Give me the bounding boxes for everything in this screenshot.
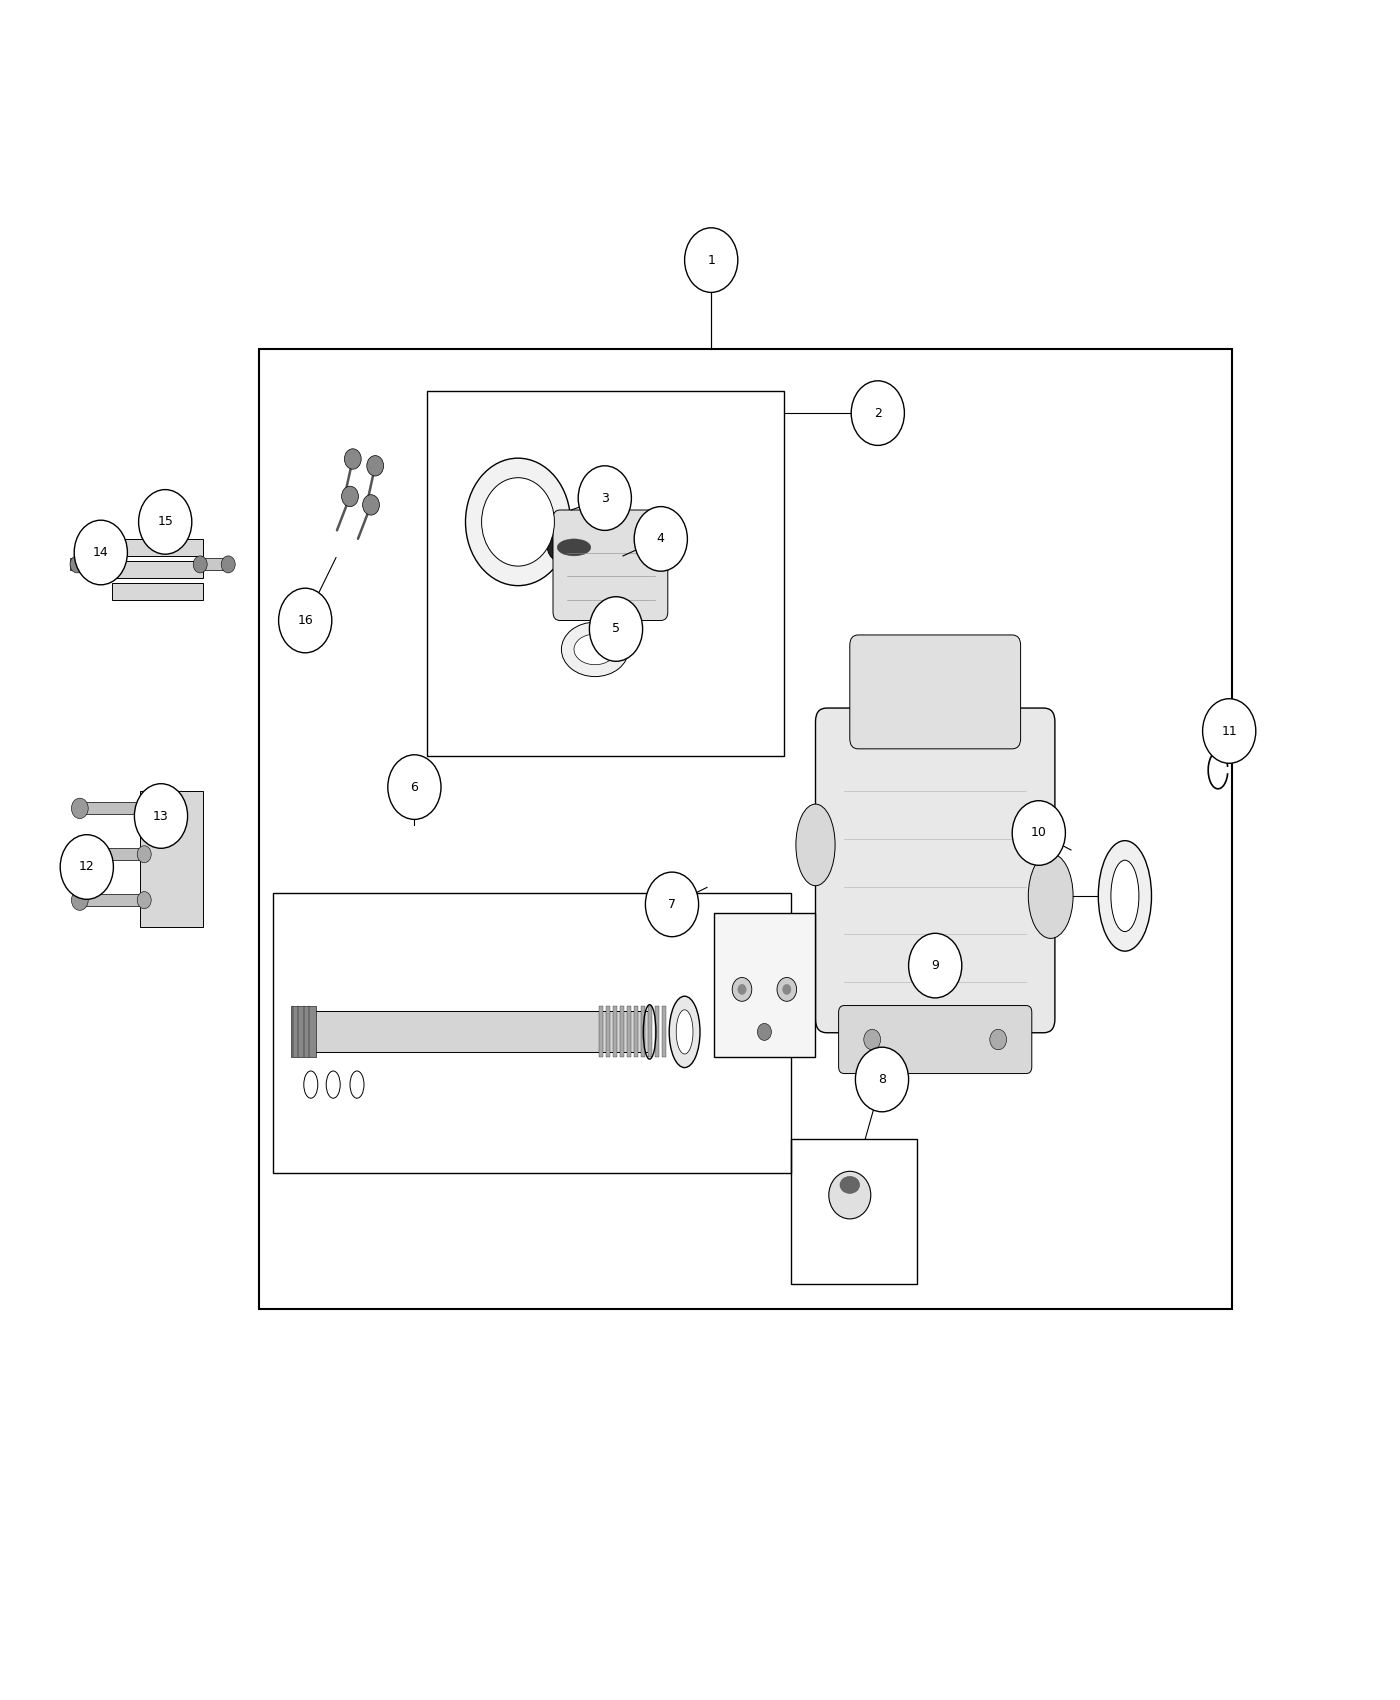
- Bar: [627, 1006, 631, 1057]
- Circle shape: [990, 1030, 1007, 1051]
- Text: 16: 16: [297, 614, 314, 627]
- Bar: [714, 913, 815, 1057]
- Text: 3: 3: [601, 491, 609, 505]
- Bar: [259, 348, 1232, 1309]
- Circle shape: [578, 466, 631, 530]
- Ellipse shape: [732, 977, 752, 1001]
- Circle shape: [1203, 699, 1256, 763]
- Circle shape: [71, 799, 88, 819]
- Circle shape: [70, 556, 84, 573]
- Bar: [112, 539, 203, 556]
- Text: 7: 7: [668, 898, 676, 911]
- Ellipse shape: [795, 804, 834, 886]
- Bar: [427, 391, 784, 756]
- Bar: [791, 1139, 917, 1284]
- Circle shape: [685, 228, 738, 292]
- Bar: [77, 894, 147, 906]
- Bar: [606, 1006, 610, 1057]
- Circle shape: [342, 486, 358, 507]
- Circle shape: [367, 456, 384, 476]
- Ellipse shape: [777, 977, 797, 1001]
- Bar: [641, 1006, 645, 1057]
- Circle shape: [137, 891, 151, 910]
- Text: 10: 10: [1030, 826, 1047, 840]
- Ellipse shape: [465, 459, 571, 586]
- Ellipse shape: [482, 478, 554, 566]
- FancyBboxPatch shape: [839, 1006, 1032, 1074]
- Bar: [648, 1006, 652, 1057]
- Circle shape: [71, 891, 88, 911]
- FancyBboxPatch shape: [553, 510, 668, 620]
- Circle shape: [363, 495, 379, 515]
- Bar: [662, 1006, 666, 1057]
- Bar: [294, 1012, 651, 1052]
- Circle shape: [279, 588, 332, 653]
- Bar: [77, 802, 147, 814]
- Text: 11: 11: [1221, 724, 1238, 738]
- Bar: [620, 1006, 624, 1057]
- Text: 1: 1: [707, 253, 715, 267]
- Circle shape: [634, 507, 687, 571]
- Circle shape: [134, 784, 188, 848]
- Bar: [197, 558, 232, 570]
- Text: 2: 2: [874, 406, 882, 420]
- Circle shape: [139, 490, 192, 554]
- Bar: [77, 848, 147, 860]
- Bar: [655, 1006, 659, 1057]
- Text: 8: 8: [878, 1073, 886, 1086]
- Text: 5: 5: [612, 622, 620, 636]
- Ellipse shape: [574, 634, 616, 665]
- Ellipse shape: [840, 1176, 860, 1193]
- Ellipse shape: [561, 622, 629, 677]
- Bar: [112, 561, 203, 578]
- Ellipse shape: [557, 539, 591, 556]
- Circle shape: [864, 1030, 881, 1051]
- Ellipse shape: [738, 984, 746, 994]
- Circle shape: [645, 872, 699, 937]
- Bar: [140, 790, 203, 926]
- Circle shape: [909, 933, 962, 998]
- Circle shape: [137, 801, 151, 818]
- Circle shape: [589, 597, 643, 661]
- Circle shape: [388, 755, 441, 819]
- Text: 15: 15: [157, 515, 174, 529]
- Bar: [273, 892, 791, 1173]
- FancyBboxPatch shape: [815, 709, 1056, 1034]
- Ellipse shape: [757, 1023, 771, 1040]
- Ellipse shape: [1099, 842, 1151, 952]
- Bar: [634, 1006, 638, 1057]
- Text: 9: 9: [931, 959, 939, 972]
- Circle shape: [60, 835, 113, 899]
- Circle shape: [71, 843, 88, 864]
- Text: 6: 6: [410, 780, 419, 794]
- Bar: [70, 558, 112, 570]
- Circle shape: [1012, 801, 1065, 865]
- Ellipse shape: [669, 996, 700, 1068]
- Circle shape: [851, 381, 904, 445]
- Bar: [291, 1006, 316, 1057]
- FancyBboxPatch shape: [850, 634, 1021, 750]
- Ellipse shape: [676, 1010, 693, 1054]
- Text: 14: 14: [92, 546, 109, 559]
- Bar: [112, 583, 203, 600]
- Ellipse shape: [547, 529, 601, 566]
- Circle shape: [221, 556, 235, 573]
- Circle shape: [344, 449, 361, 469]
- Text: 12: 12: [78, 860, 95, 874]
- Text: 13: 13: [153, 809, 169, 823]
- Bar: [599, 1006, 603, 1057]
- Circle shape: [855, 1047, 909, 1112]
- Bar: [613, 1006, 617, 1057]
- Ellipse shape: [829, 1171, 871, 1219]
- Circle shape: [193, 556, 207, 573]
- Ellipse shape: [1028, 853, 1074, 938]
- Text: 4: 4: [657, 532, 665, 546]
- Circle shape: [137, 845, 151, 864]
- Circle shape: [74, 520, 127, 585]
- Ellipse shape: [1112, 860, 1140, 932]
- Ellipse shape: [783, 984, 791, 994]
